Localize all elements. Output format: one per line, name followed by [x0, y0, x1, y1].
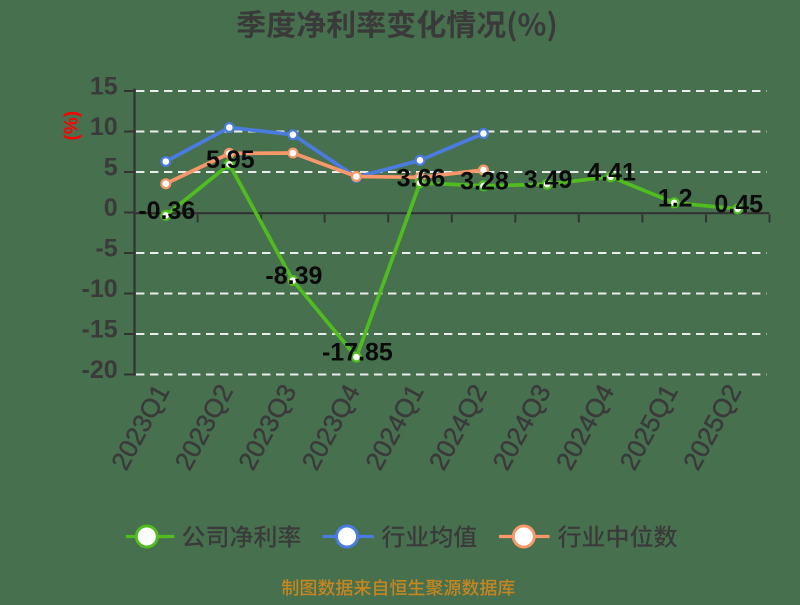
svg-text:-5: -5 [95, 235, 117, 263]
svg-text:5.95: 5.95 [206, 146, 255, 174]
svg-text:-8.39: -8.39 [265, 262, 322, 290]
svg-text:-20: -20 [82, 356, 118, 384]
svg-text:15: 15 [90, 73, 118, 101]
svg-text:-10: -10 [82, 275, 118, 303]
svg-text:5: 5 [104, 154, 118, 182]
svg-text:1.2: 1.2 [658, 184, 693, 212]
svg-text:3.49: 3.49 [524, 166, 573, 194]
svg-text:4.41: 4.41 [587, 158, 636, 186]
svg-text:3.66: 3.66 [397, 165, 446, 193]
svg-text:0: 0 [104, 194, 118, 222]
svg-text:10: 10 [90, 113, 118, 141]
svg-text:-15: -15 [82, 316, 118, 344]
svg-text:(%): (%) [62, 111, 83, 141]
svg-text:3.28: 3.28 [460, 168, 509, 196]
svg-text:0.45: 0.45 [714, 191, 763, 219]
svg-text:-17.85: -17.85 [322, 339, 393, 367]
svg-text:-0.36: -0.36 [138, 197, 195, 225]
